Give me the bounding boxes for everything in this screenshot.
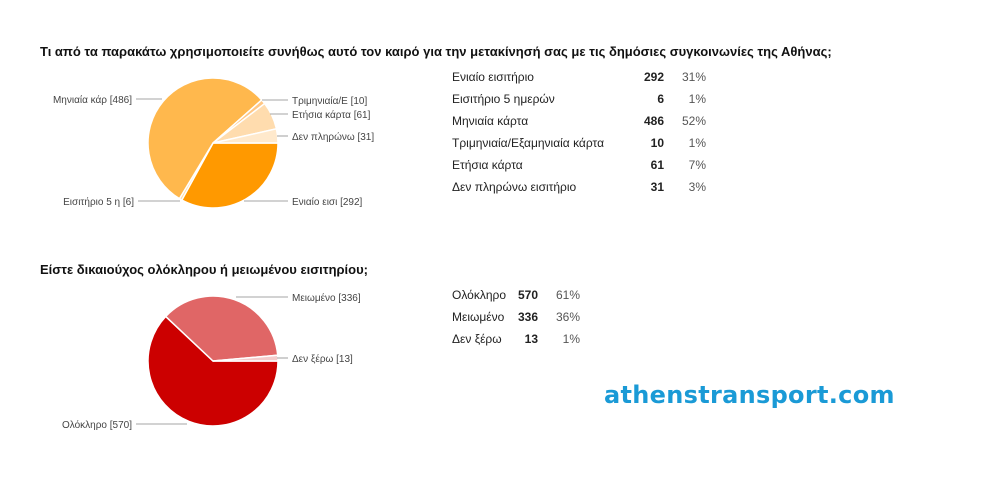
- summary-category: Ολόκληρο: [452, 288, 506, 302]
- summary-table-eligibility: Ολόκληρο 570 61% Μειωμένο 336 36% Δεν ξέρω 13 1%: [452, 284, 580, 350]
- pie-chart-ticket-usage: Ενιαίο εισι [292] Εισιτήριο 5 η [6] Μηνιαί…: [53, 77, 374, 209]
- pie-slice-label-0-4: Ετήσια κάρτα [61]: [292, 109, 371, 121]
- pie-slice-1-1: [164, 295, 279, 362]
- summary-percent: 36%: [555, 310, 580, 324]
- summary-count: 336: [517, 310, 538, 324]
- question-1-title: Τι από τα παρακάτω χρησιμοποιείτε συνήθω…: [40, 44, 832, 59]
- summary-percent: 1%: [688, 92, 706, 106]
- summary-percent: 1%: [688, 136, 706, 150]
- pie-slice-0-0: [180, 142, 279, 209]
- pie-slice-label-1-1: Μειωμένο [336]: [292, 292, 361, 304]
- pie-slice-label-1-0: Ολόκληρο [570]: [62, 419, 132, 431]
- summary-percent: 52%: [681, 114, 706, 128]
- summary-category: Εισιτήριο 5 ημερών: [452, 92, 555, 106]
- question-2-title: Είστε δικαιούχος ολόκληρου ή μειωμένου ε…: [40, 262, 369, 277]
- pie-slice-label-0-1: Εισιτήριο 5 η [6]: [63, 196, 134, 208]
- pie-slice-label-1-2: Δεν ξέρω [13]: [292, 353, 353, 365]
- summary-count: 292: [643, 70, 664, 84]
- summary-table-ticket-usage: Ενιαίο εισιτήριο 292 31% Εισιτήριο 5 ημερών…: [452, 66, 706, 198]
- summary-category: Ετήσια κάρτα: [452, 158, 523, 172]
- summary-category: Ενιαίο εισιτήριο: [452, 70, 534, 84]
- summary-row: Εισιτήριο 5 ημερών 6 1%: [452, 88, 706, 110]
- summary-percent: 1%: [562, 332, 580, 346]
- summary-category: Τριμηνιαία/Εξαμηνιαία κάρτα: [452, 136, 605, 150]
- summary-row: Τριμηνιαία/Εξαμηνιαία κάρτα 10 1%: [452, 132, 706, 154]
- pie-slice-0-2: [147, 77, 263, 200]
- summary-percent: 3%: [688, 180, 706, 194]
- site-watermark: athenstransport.com: [604, 381, 895, 409]
- summary-row: Δεν ξέρω 13 1%: [452, 328, 580, 350]
- summary-count: 61: [650, 158, 664, 172]
- summary-category: Δεν πληρώνω εισιτήριο: [452, 180, 577, 194]
- pie-slice-label-0-5: Δεν πληρώνω [31]: [292, 131, 374, 143]
- summary-count: 13: [524, 332, 538, 346]
- summary-percent: 7%: [688, 158, 706, 172]
- pie-slice-label-0-3: Τριμηνιαία/Ε [10]: [292, 95, 367, 107]
- summary-row: Ετήσια κάρτα 61 7%: [452, 154, 706, 176]
- pie-slice-label-0-2: Μηνιαία κάρ [486]: [53, 94, 132, 106]
- summary-row: Ενιαίο εισιτήριο 292 31%: [452, 66, 706, 88]
- pie-slice-1-0: [147, 315, 279, 427]
- summary-count: 10: [650, 136, 664, 150]
- summary-count: 6: [657, 92, 664, 106]
- pie-chart-eligibility: Ολόκληρο [570] Μειωμένο [336] Δεν ξέρω [13…: [62, 292, 361, 431]
- summary-count: 570: [517, 288, 538, 302]
- summary-count: 486: [643, 114, 664, 128]
- summary-row: Δεν πληρώνω εισιτήριο 31 3%: [452, 176, 706, 198]
- summary-percent: 61%: [555, 288, 580, 302]
- summary-category: Μηνιαία κάρτα: [452, 114, 529, 128]
- summary-row: Μειωμένο 336 36%: [452, 306, 580, 328]
- pie-slice-label-0-0: Ενιαίο εισι [292]: [292, 196, 363, 208]
- summary-percent: 31%: [681, 70, 706, 84]
- summary-category: Μειωμένο: [452, 310, 505, 324]
- summary-row: Ολόκληρο 570 61%: [452, 284, 580, 306]
- summary-category: Δεν ξέρω: [452, 332, 502, 346]
- summary-row: Μηνιαία κάρτα 486 52%: [452, 110, 706, 132]
- summary-count: 31: [650, 180, 664, 194]
